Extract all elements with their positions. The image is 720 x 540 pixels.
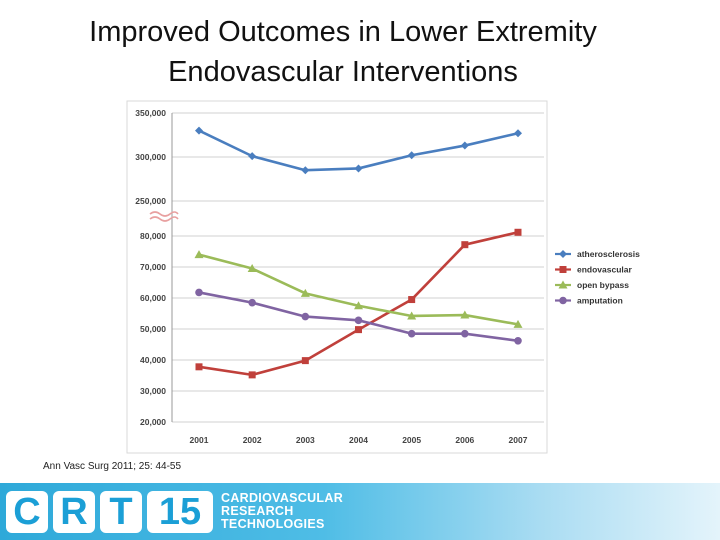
- data-point-open-bypass: [194, 250, 204, 259]
- logo-letter-c: C: [6, 491, 48, 533]
- y-tick-label: 50,000: [140, 324, 166, 334]
- y-tick-label: 350,000: [135, 108, 166, 118]
- y-tick-label: 70,000: [140, 262, 166, 272]
- data-point-open-bypass: [300, 288, 310, 297]
- footer-band: C R T 15 CARDIOVASCULAR RESEARCH TECHNOL…: [0, 483, 720, 540]
- data-point-amputation: [354, 316, 363, 325]
- data-point-endovascular: [301, 357, 309, 365]
- x-tick-label: 2001: [190, 435, 209, 445]
- legend-marker-amputation: [559, 296, 567, 305]
- legend-marker-endovascular: [559, 266, 567, 273]
- legend-label-open-bypass: open bypass: [577, 280, 629, 290]
- y-tick-label: 80,000: [140, 231, 166, 241]
- y-tick-label: 30,000: [140, 386, 166, 396]
- y-tick-label: 300,000: [135, 152, 166, 162]
- x-tick-label: 2003: [296, 435, 315, 445]
- logo-number: 15: [147, 491, 213, 533]
- legend-label-endovascular: endovascular: [577, 265, 632, 275]
- data-point-atherosclerosis: [514, 129, 522, 138]
- data-point-atherosclerosis: [301, 166, 310, 175]
- slide-title: Improved Outcomes in Lower Extremity End…: [0, 12, 686, 92]
- data-point-atherosclerosis: [460, 141, 469, 150]
- legend-label-amputation: amputation: [577, 296, 623, 306]
- data-point-endovascular: [195, 363, 203, 371]
- x-tick-label: 2006: [455, 435, 474, 445]
- chart-frame: [126, 100, 548, 454]
- data-point-endovascular: [461, 241, 469, 249]
- data-point-endovascular: [408, 296, 416, 304]
- legend-marker-atherosclerosis: [559, 250, 567, 258]
- legend-marker-open-bypass: [558, 280, 568, 289]
- data-point-open-bypass: [460, 310, 470, 319]
- title-line-1: Improved Outcomes in Lower Extremity: [89, 16, 597, 48]
- x-tick-label: 2005: [402, 435, 421, 445]
- data-point-atherosclerosis: [407, 151, 416, 160]
- data-point-open-bypass: [247, 264, 257, 273]
- outcomes-line-chart: 350,000 300,000 250,000 20,000 30,000 40,000 5…: [126, 100, 640, 454]
- logo-text-line-2: RESEARCH: [221, 504, 294, 518]
- data-point-open-bypass: [407, 311, 417, 320]
- y-tick-label: 40,000: [140, 355, 166, 365]
- data-point-open-bypass: [513, 319, 523, 328]
- logo-text: CARDIOVASCULAR RESEARCH TECHNOLOGIES: [221, 492, 343, 531]
- logo-letter-r: R: [53, 491, 95, 533]
- title-line-2: Endovascular Interventions: [168, 56, 518, 88]
- data-point-amputation: [248, 298, 256, 307]
- y-tick-label: 60,000: [140, 293, 166, 303]
- data-point-endovascular: [514, 228, 522, 236]
- data-point-amputation: [461, 329, 469, 338]
- x-tick-label: 2002: [243, 435, 262, 445]
- legend-label-atherosclerosis: atherosclerosis: [577, 249, 640, 259]
- data-point-amputation: [407, 329, 416, 338]
- citation: Ann Vasc Surg 2011; 25: 44-55: [43, 461, 182, 472]
- y-tick-label: 250,000: [135, 196, 166, 206]
- logo-letter-t: T: [100, 491, 142, 533]
- data-point-atherosclerosis: [195, 126, 203, 135]
- x-tick-label: 2007: [509, 435, 528, 445]
- data-point-open-bypass: [354, 301, 363, 310]
- data-point-endovascular: [248, 371, 256, 379]
- data-point-atherosclerosis: [248, 152, 257, 161]
- x-tick-label: 2004: [349, 435, 368, 445]
- data-point-endovascular: [355, 326, 362, 334]
- y-tick-label: 20,000: [140, 417, 166, 427]
- logo-text-line-1: CARDIOVASCULAR: [221, 491, 344, 505]
- data-point-amputation: [514, 336, 522, 345]
- logo-text-line-3: TECHNOLOGIES: [221, 517, 325, 531]
- data-point-amputation: [195, 288, 203, 297]
- data-point-atherosclerosis: [354, 164, 363, 173]
- data-point-amputation: [301, 312, 310, 321]
- axis-break-mark: [149, 211, 179, 222]
